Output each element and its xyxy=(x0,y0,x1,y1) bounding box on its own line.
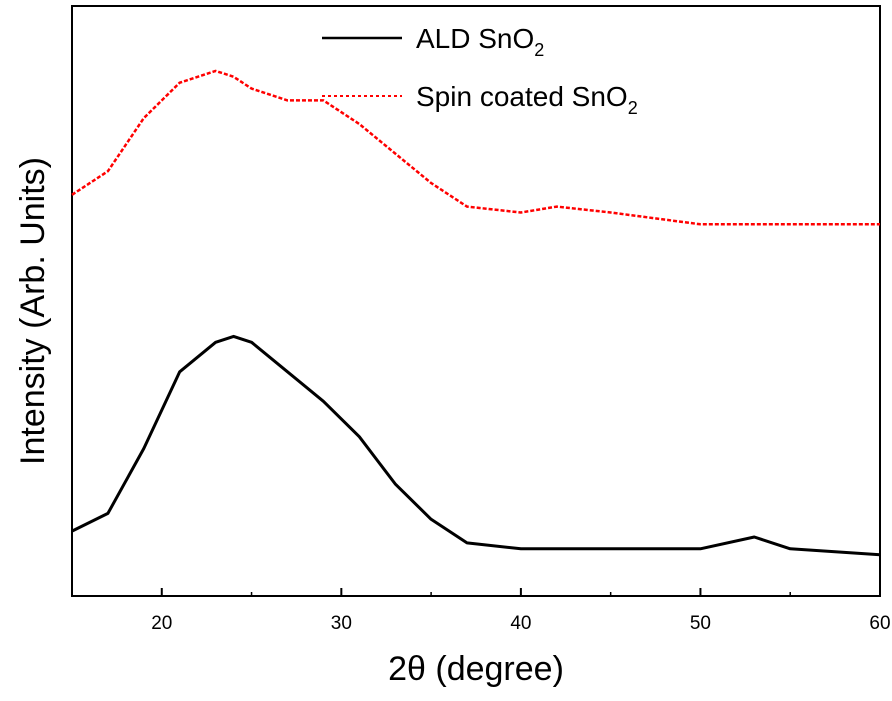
plot-area-frame xyxy=(71,5,881,597)
x-tick-label: 60 xyxy=(869,613,890,634)
legend: ALD SnO2 Spin coated SnO2 xyxy=(322,23,638,118)
series-line-spin-coated-sno2 xyxy=(71,69,880,226)
x-tick-label: 30 xyxy=(331,613,352,634)
x-axis: 20 30 40 50 60 xyxy=(71,588,891,634)
x-tick-label: 40 xyxy=(510,613,531,634)
y-axis-title: Intensity (Arb. Units) xyxy=(14,157,52,465)
series-line-ald-sno2 xyxy=(71,334,881,557)
legend-label-spin-coated: Spin coated SnO2 xyxy=(416,81,638,118)
x-axis-title: 2θ (degree) xyxy=(388,650,564,688)
x-tick-label: 50 xyxy=(690,613,711,634)
x-tick-label: 20 xyxy=(151,613,172,634)
series-layer xyxy=(71,69,881,557)
legend-label-ald: ALD SnO2 xyxy=(416,23,544,60)
